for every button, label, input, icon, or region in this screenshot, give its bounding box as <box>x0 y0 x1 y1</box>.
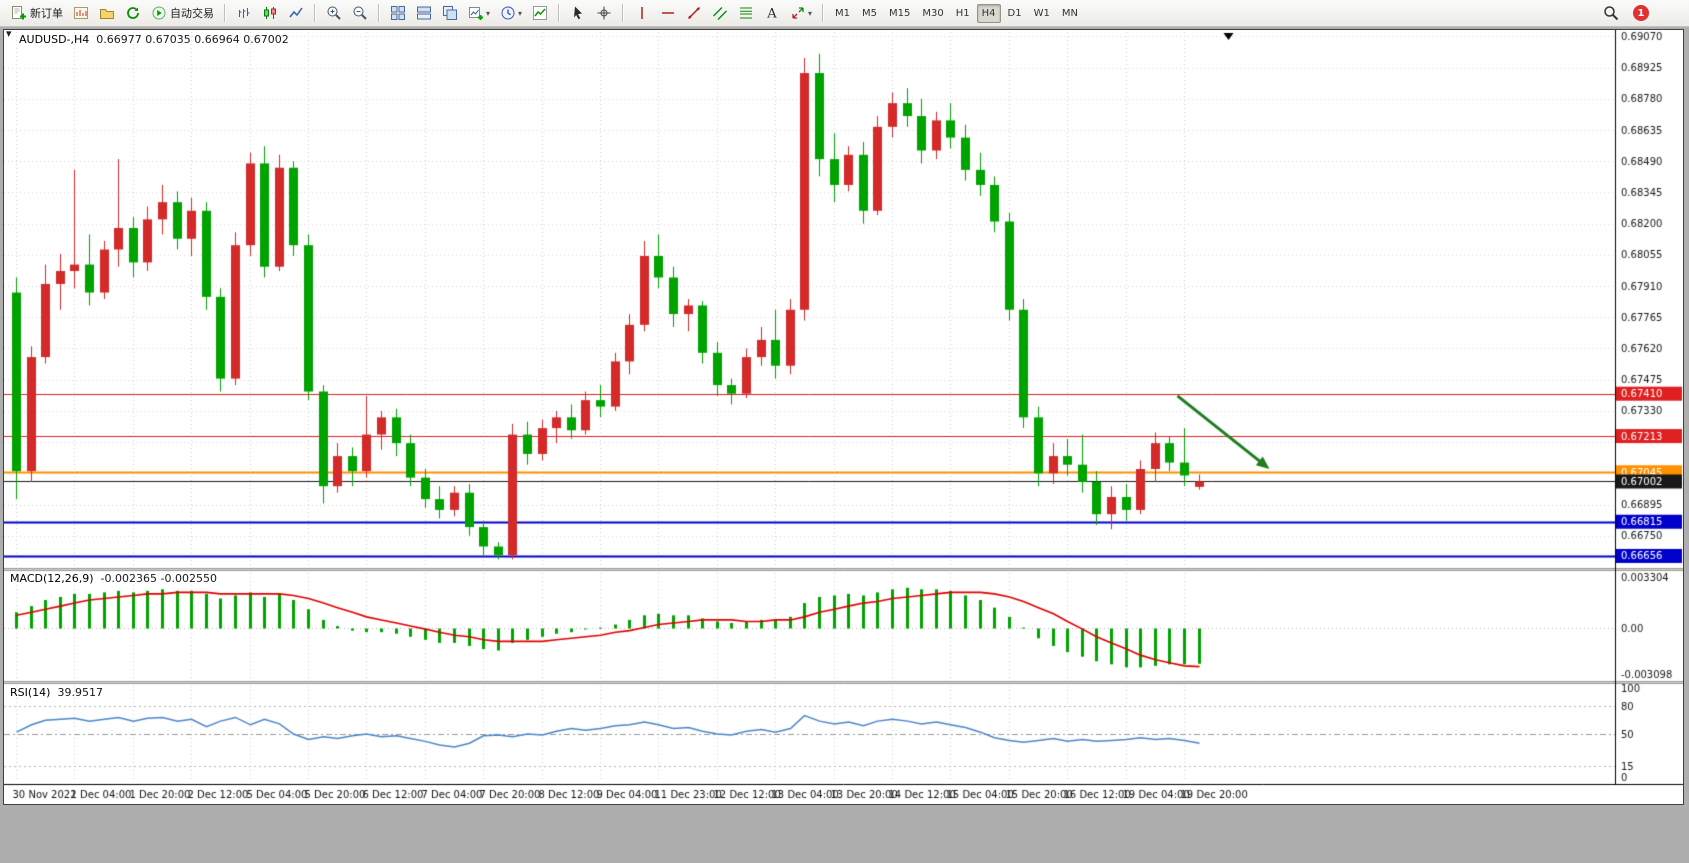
chevron-down-icon: ▾ <box>808 8 813 18</box>
vline-icon <box>634 5 650 21</box>
main-toolbar: 新订单 自动交易 ▾ ▾ A ▾ M1 M5 M15 M30 H1 H4 D1 W1 MN 1 <box>0 0 1689 27</box>
toolbar-horizontal-line-tool-button[interactable] <box>656 1 680 25</box>
timeframe-m15-button[interactable]: M15 <box>889 7 911 19</box>
cursor-icon <box>570 5 586 21</box>
new-chart-plus-icon <box>468 5 484 21</box>
svg-text:A: A <box>766 7 777 22</box>
chart-collapse-icon[interactable]: ▾ <box>6 27 12 40</box>
zoom-in-icon <box>326 5 342 21</box>
toolbar-new-chart-button[interactable]: ▾ <box>464 1 494 25</box>
chart-bars-icon <box>236 5 252 21</box>
timeframe-h4-button[interactable]: H4 <box>976 3 1001 23</box>
clock-icon <box>500 5 516 21</box>
cascade-icon <box>442 5 458 21</box>
toolbar-cursor-tool-button[interactable] <box>566 1 590 25</box>
channel-icon <box>712 5 728 21</box>
toolbar-separator <box>822 4 825 22</box>
toolbar-separator <box>558 4 561 22</box>
search-icon[interactable] <box>1599 1 1623 25</box>
toolbar-profiles-button[interactable] <box>95 1 119 25</box>
toolbar-bar-chart-button[interactable] <box>232 1 256 25</box>
toolbar-indicators-list-button[interactable] <box>528 1 552 25</box>
window-list-icon <box>416 5 432 21</box>
toolbar-separator <box>622 4 625 22</box>
toolbar-trendline-tool-button[interactable] <box>682 1 706 25</box>
chart-candles-icon <box>262 5 278 21</box>
toolbar-text-tool-button[interactable]: A <box>760 1 784 25</box>
timeframe-m1-button[interactable]: M1 <box>835 7 851 19</box>
refresh-icon <box>125 5 141 21</box>
fibonacci-icon <box>738 5 754 21</box>
timeframe-m30-button[interactable]: M30 <box>922 7 944 19</box>
toolbar-refresh-button[interactable] <box>121 1 145 25</box>
toolbar-auto-trading-button[interactable]: 自动交易 <box>147 1 218 25</box>
toolbar-buttons: 新订单 自动交易 ▾ ▾ A ▾ M1 M5 M15 M30 H1 H4 D1 W1 MN <box>6 1 1084 25</box>
charts-icon <box>73 5 89 21</box>
toolbar-equidistant-channel-tool-button[interactable] <box>708 1 732 25</box>
timeframe-mn-button[interactable]: MN <box>1061 7 1078 19</box>
timeframe-d1-button[interactable]: D1 <box>1007 7 1022 19</box>
hline-icon <box>660 5 676 21</box>
timeframe-h1-button[interactable]: H1 <box>955 7 970 19</box>
toolbar-arrows-tool-button[interactable]: ▾ <box>786 1 816 25</box>
zoom-out-icon <box>352 5 368 21</box>
toolbar-line-chart-button[interactable] <box>284 1 308 25</box>
toolbar-cascade-windows-button[interactable] <box>438 1 462 25</box>
timeframe-w1-button[interactable]: W1 <box>1033 7 1050 19</box>
timeframe-m5-button[interactable]: M5 <box>862 7 878 19</box>
chart-window: ▾ AUDUSD-,H4 0.66977 0.67035 0.66964 0.67… <box>3 27 1684 805</box>
toolbar-vertical-line-tool-button[interactable] <box>630 1 654 25</box>
toolbar-zoom-in-button[interactable] <box>322 1 346 25</box>
chevron-down-icon: ▾ <box>518 8 523 18</box>
toolbar-tile-horizontally-button[interactable] <box>412 1 436 25</box>
price-chart-canvas[interactable] <box>4 30 1683 804</box>
toolbar-crosshair-tool-button[interactable] <box>592 1 616 25</box>
arrows-icon <box>790 5 806 21</box>
toolbar-right: 1 <box>1598 1 1649 25</box>
tile-windows-icon <box>390 5 406 21</box>
toolbar-fibonacci-tool-button[interactable] <box>734 1 758 25</box>
profiles-icon <box>99 5 115 21</box>
new-order-icon <box>11 5 27 21</box>
text-icon: A <box>764 5 780 22</box>
toolbar-candlestick-chart-button[interactable] <box>258 1 282 25</box>
crosshair-icon <box>596 5 612 21</box>
toolbar-separator <box>224 4 226 22</box>
toolbar-zoom-out-button[interactable] <box>348 1 372 25</box>
notification-badge[interactable]: 1 <box>1633 5 1649 21</box>
toolbar-new-order-label: 新订单 <box>30 7 63 20</box>
toolbar-tile-windows-button[interactable] <box>386 1 410 25</box>
toolbar-separator <box>314 4 316 22</box>
toolbar-auto-trading-label: 自动交易 <box>170 7 214 20</box>
chart-line-icon <box>288 5 304 21</box>
trendline-icon <box>686 5 702 21</box>
toolbar-new-order-button[interactable]: 新订单 <box>7 1 67 25</box>
indicators-icon <box>532 5 548 21</box>
toolbar-separator <box>378 4 380 22</box>
autotrading-icon <box>151 5 167 21</box>
toolbar-charts-button[interactable] <box>69 1 93 25</box>
toolbar-period-selector-button[interactable]: ▾ <box>496 1 526 25</box>
chevron-down-icon: ▾ <box>486 8 491 18</box>
